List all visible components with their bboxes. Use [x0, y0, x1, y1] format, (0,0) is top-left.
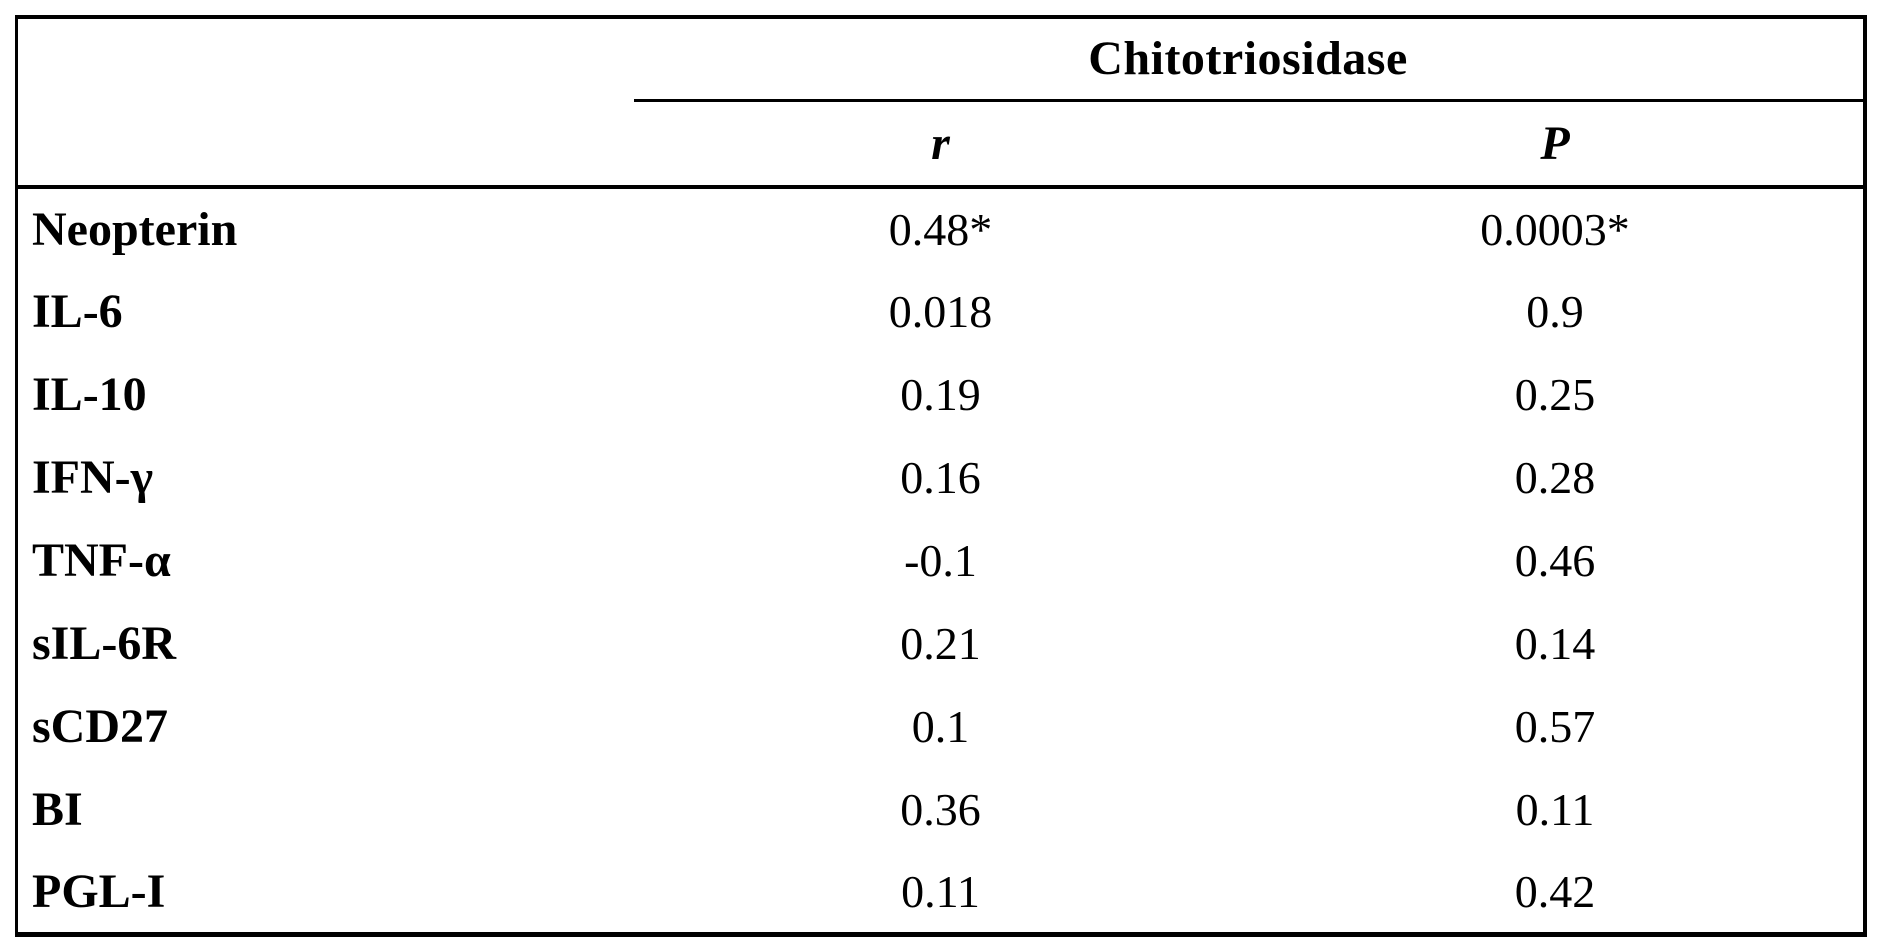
table-row-bi: BI 0.36 0.11: [17, 768, 1865, 851]
group-header-row: Chitotriosidase: [17, 17, 1865, 102]
column-header-p: P: [1247, 100, 1865, 189]
group-header-chitotriosidase: Chitotriosidase: [633, 17, 1865, 102]
column-header-row: r P: [16, 100, 1865, 189]
table-row-tnfa: TNF-α -0.1 0.46: [17, 519, 1865, 602]
row-label: IFN-γ: [32, 451, 154, 504]
row-label: BI: [32, 783, 83, 836]
r-value: 0.21: [900, 618, 981, 669]
table-row-ifng: IFN-γ 0.16 0.28: [17, 436, 1865, 519]
corner-cell: [16, 100, 634, 189]
r-value: 0.19: [900, 369, 981, 420]
r-value: -0.1: [904, 535, 977, 586]
p-value: 0.25: [1514, 369, 1596, 420]
r-value: 0.36: [900, 784, 981, 835]
p-value: 0.28: [1514, 452, 1596, 503]
r-value: 0.018: [888, 286, 993, 337]
row-label: PGL-I: [32, 864, 166, 918]
row-label: Neopterin: [32, 203, 238, 256]
table-row-scd27: sCD27 0.1 0.57: [17, 685, 1865, 768]
r-value: 0.11: [901, 865, 980, 917]
corner-cell: [17, 17, 634, 100]
p-value: 0.42: [1514, 865, 1596, 917]
table-row-il10: IL-10 0.19 0.25: [17, 353, 1865, 436]
r-value: 0.16: [900, 452, 981, 503]
r-value: 0.48*: [888, 204, 993, 255]
p-value: 0.57: [1514, 701, 1596, 752]
table-row-neopterin: Neopterin 0.48* 0.0003*: [17, 187, 1865, 270]
row-label: sIL-6R: [32, 617, 177, 670]
p-value: 0.14: [1514, 618, 1596, 669]
p-value: 0.9: [1526, 286, 1584, 337]
column-header-r: r: [633, 100, 1248, 189]
p-value: 0.46: [1514, 535, 1596, 586]
row-label: IL-6: [32, 285, 123, 338]
correlation-table: Chitotriosidase r P Neopterin 0.48* 0.00…: [15, 15, 1867, 937]
r-value: 0.1: [911, 701, 970, 752]
p-value: 0.0003*: [1480, 204, 1630, 255]
table-row-il6: IL-6 0.018 0.9: [17, 270, 1865, 353]
table-row-sil6r: sIL-6R 0.21 0.14: [17, 602, 1865, 685]
row-label: sCD27: [32, 700, 169, 753]
row-label: IL-10: [32, 368, 147, 421]
p-value: 0.11: [1515, 784, 1595, 835]
table-row-pgli: PGL-I 0.11 0.42: [17, 851, 1865, 934]
row-label: TNF-α: [32, 534, 171, 587]
